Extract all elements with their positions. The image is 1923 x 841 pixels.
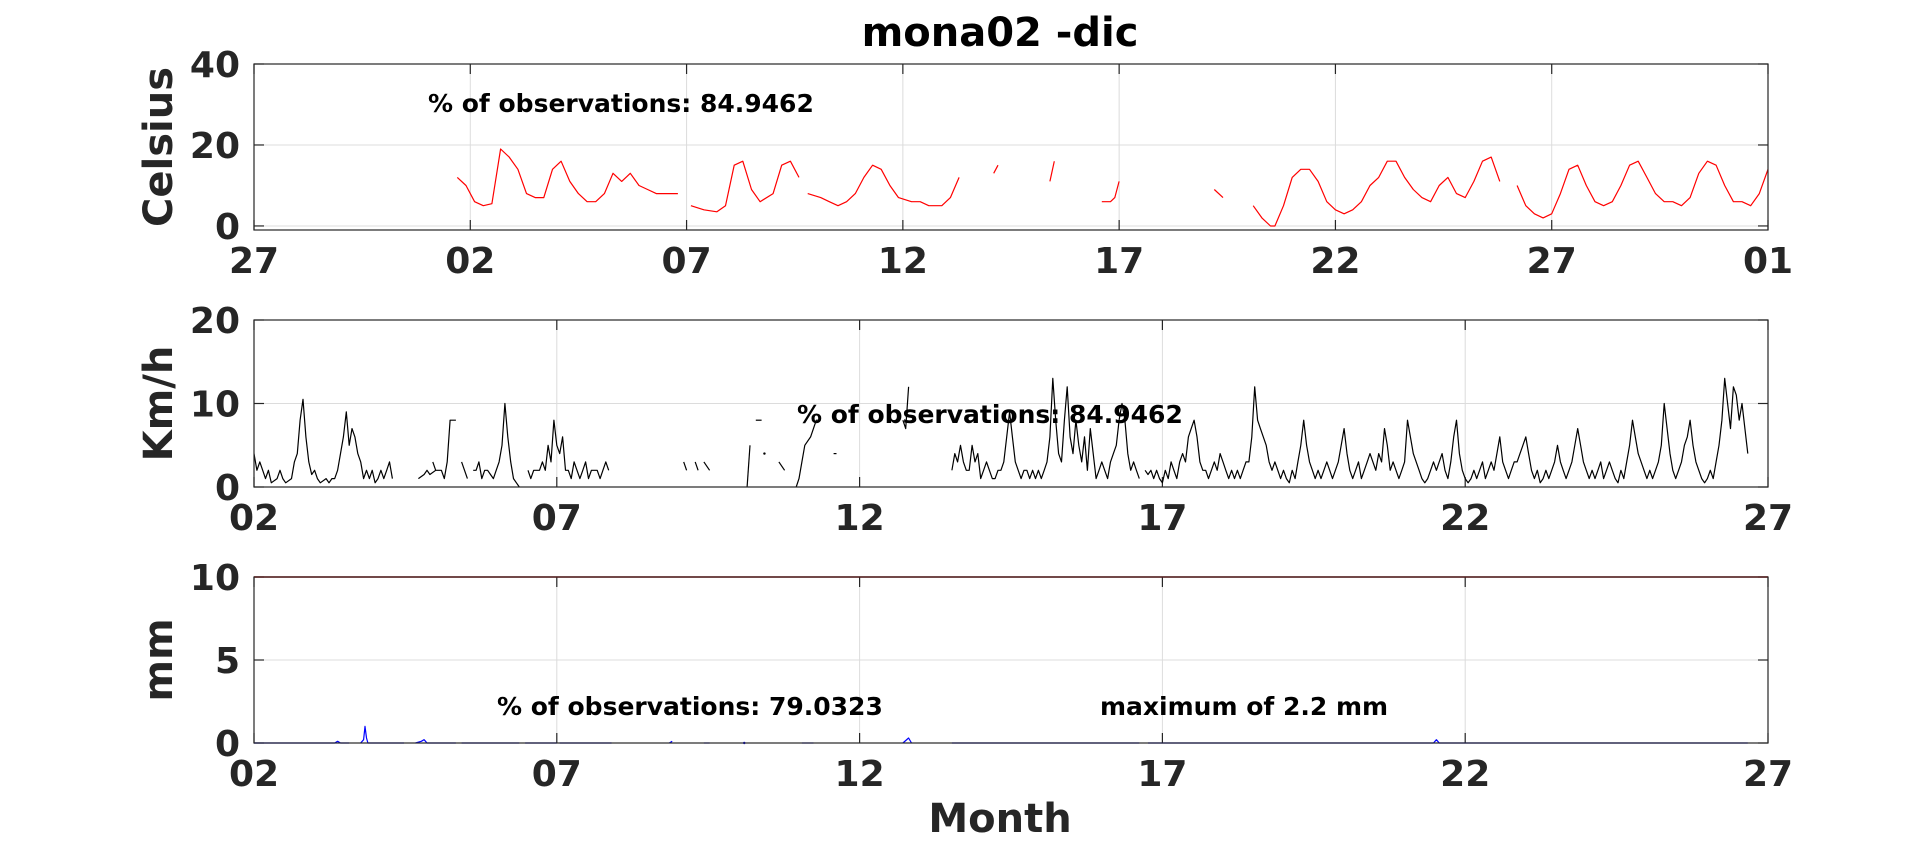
axes-frame bbox=[253, 319, 1769, 488]
series-line-segment bbox=[683, 461, 688, 471]
series-line-segment bbox=[461, 461, 468, 479]
annotation: % of observations: 79.0323 bbox=[497, 692, 883, 721]
x-tick-label: 02 bbox=[445, 241, 495, 282]
x-tick-label: 22 bbox=[1440, 754, 1490, 795]
x-tick-label: 27 bbox=[1527, 241, 1577, 282]
x-tick-label: 07 bbox=[532, 754, 582, 795]
series-line-segment bbox=[690, 160, 800, 213]
series-line-segment bbox=[951, 377, 1140, 480]
series-line-segment bbox=[1144, 377, 1749, 484]
series-line-segment bbox=[795, 419, 820, 488]
x-tick-label: 22 bbox=[1310, 241, 1360, 282]
x-tick-label: 01 bbox=[1743, 241, 1793, 282]
x-tick-label: 27 bbox=[229, 241, 279, 282]
series-line-segment bbox=[1213, 189, 1224, 199]
x-tick-label: 12 bbox=[835, 498, 885, 539]
series-0 bbox=[254, 377, 1749, 488]
series-line-segment bbox=[902, 386, 910, 430]
y-axis-label: Celsius bbox=[136, 67, 182, 227]
wind-panel: 0 10 20 02 07 12 17 22 27 Km/h % of observations: … bbox=[136, 301, 1793, 539]
series-line-segment bbox=[418, 419, 456, 480]
annotation: maximum of 2.2 mm bbox=[1100, 692, 1388, 721]
x-tick-label: 12 bbox=[835, 754, 885, 795]
y-tick-label: 0 bbox=[215, 724, 240, 765]
series-0 bbox=[456, 148, 1768, 227]
series-line-segment bbox=[1516, 160, 1768, 219]
series-line-segment bbox=[527, 419, 610, 480]
y-tick-label: 10 bbox=[190, 385, 240, 426]
series-line-segment bbox=[902, 737, 913, 744]
series-line-segment bbox=[993, 164, 999, 174]
series-line-segment bbox=[703, 461, 711, 471]
y-axis-label: Km/h bbox=[136, 346, 182, 462]
series-0 bbox=[254, 725, 1748, 745]
series-point bbox=[763, 452, 766, 455]
chart-title: mona02 -dic bbox=[862, 10, 1139, 56]
temperature-panel: 0 20 40 27 02 07 12 17 22 27 01 Celsius % of observa… bbox=[136, 45, 1793, 282]
x-tick-label: 07 bbox=[662, 241, 712, 282]
series-line-segment bbox=[807, 164, 960, 207]
x-tick-label: 17 bbox=[1137, 754, 1187, 795]
y-tick-label: 10 bbox=[190, 558, 240, 599]
x-tick-label: 17 bbox=[1137, 498, 1187, 539]
series-line-segment bbox=[360, 725, 404, 744]
x-tick-label: 17 bbox=[1094, 241, 1144, 282]
y-tick-label: 20 bbox=[190, 126, 240, 167]
x-tick-label: 27 bbox=[1743, 498, 1793, 539]
series-line-segment bbox=[473, 402, 520, 488]
annotation: % of observations: 84.9462 bbox=[428, 89, 814, 118]
annotation: % of observations: 84.9462 bbox=[797, 400, 1183, 429]
y-tick-label: 0 bbox=[215, 207, 240, 248]
series-line-segment bbox=[1049, 161, 1055, 182]
series-line-segment bbox=[456, 148, 678, 207]
y-tick-label: 20 bbox=[190, 301, 240, 342]
x-tick-label: 22 bbox=[1440, 498, 1490, 539]
series-line-segment bbox=[1101, 181, 1120, 203]
series-line-segment bbox=[1252, 156, 1501, 227]
x-tick-label: 27 bbox=[1743, 754, 1793, 795]
x-tick-label: 12 bbox=[878, 241, 928, 282]
series-line-segment bbox=[778, 461, 786, 471]
y-axis-label: mm bbox=[136, 618, 182, 701]
axes-frame bbox=[253, 63, 1769, 231]
y-tick-label: 0 bbox=[215, 468, 240, 509]
series-line-segment bbox=[694, 461, 699, 471]
y-tick-label: 40 bbox=[190, 45, 240, 86]
y-tick-label: 5 bbox=[215, 641, 240, 682]
x-axis-label: Month bbox=[928, 796, 1071, 841]
series-line-segment bbox=[432, 461, 437, 471]
x-tick-label: 02 bbox=[229, 754, 279, 795]
axes-frame bbox=[253, 576, 1769, 744]
precipitation-panel: 0 5 10 02 07 12 17 22 27 mm % of observations: 79.… bbox=[136, 558, 1793, 795]
series-line-segment bbox=[254, 398, 393, 484]
x-tick-label: 02 bbox=[229, 498, 279, 539]
x-tick-label: 07 bbox=[532, 498, 582, 539]
series-line-segment bbox=[746, 445, 751, 488]
